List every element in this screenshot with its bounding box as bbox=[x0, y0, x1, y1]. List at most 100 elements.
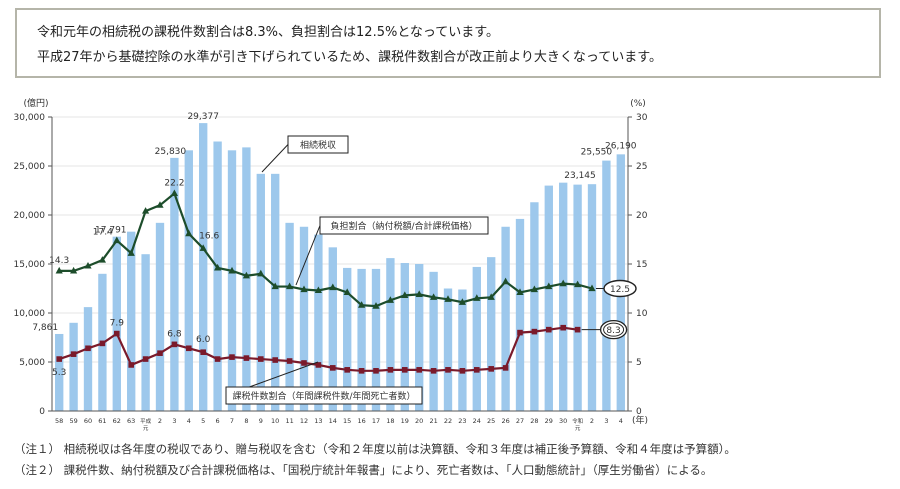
burden-ratio-point bbox=[170, 189, 178, 197]
left-tick-label: 10,000 bbox=[14, 309, 46, 319]
burden-latest-badge bbox=[603, 279, 637, 298]
footnote-1: （注１） 相続税収は各年度の税収であり、贈与税収を含む（令和２年度以前は決算額、… bbox=[14, 442, 736, 456]
burden-ratio-point bbox=[415, 290, 423, 297]
bar-29 bbox=[544, 185, 553, 411]
bar-26 bbox=[501, 226, 510, 411]
bar-data-label: 23,145 bbox=[564, 171, 596, 181]
x-tick-label: 元 bbox=[575, 425, 581, 431]
x-tick-label: 3 bbox=[604, 417, 608, 425]
summary-note-box: 令和元年の相続税の課税件数割合は8.3%、負担割合は12.5%となっています。 … bbox=[15, 8, 881, 78]
x-tick-label: 30 bbox=[559, 417, 567, 425]
taxable-ratio-point bbox=[200, 349, 206, 355]
bar-平成元 bbox=[141, 254, 150, 411]
taxable-ratio-point bbox=[373, 368, 379, 374]
x-tick-label: 61 bbox=[98, 417, 106, 425]
taxable-ratio-point bbox=[358, 368, 365, 374]
taxable-ratio-point bbox=[142, 356, 149, 362]
burden-ratio-point bbox=[329, 283, 337, 291]
taxable-ratio-point bbox=[517, 329, 523, 336]
burden-ratio-point bbox=[98, 256, 106, 263]
taxable-ratio-point bbox=[85, 345, 91, 352]
taxable-ratio-point bbox=[258, 356, 264, 362]
bar-22 bbox=[443, 288, 453, 411]
burden-ratio-point bbox=[70, 266, 78, 274]
burden-ratio-point bbox=[314, 286, 322, 294]
footnote-2: （注２） 課税件数、納付税額及び合計課税価格は、「国税庁統計年報書」により、死亡… bbox=[14, 463, 713, 477]
taxable-ratio-point bbox=[560, 324, 566, 331]
burden-ratio-point bbox=[214, 263, 222, 271]
burden-ratio-point bbox=[199, 244, 207, 251]
burden-ratio-point bbox=[358, 301, 366, 308]
burden-ratio-point bbox=[372, 302, 380, 309]
bar-7 bbox=[227, 150, 237, 411]
burden-ratio-point bbox=[559, 279, 567, 287]
x-tick-label: 25 bbox=[487, 417, 495, 425]
taxable-ratio-point bbox=[114, 330, 120, 337]
taxable-ratio-point bbox=[286, 358, 293, 364]
bar-令和元 bbox=[573, 184, 582, 411]
bar-data-label: 25,830 bbox=[155, 147, 187, 157]
bar-9 bbox=[256, 173, 265, 411]
x-tick-label: 4 bbox=[619, 417, 623, 425]
x-tick-label: 59 bbox=[69, 417, 77, 425]
x-tick-label: 8 bbox=[244, 417, 248, 425]
taxable-ratio-point bbox=[402, 367, 408, 373]
burden-ratio-point bbox=[401, 291, 409, 298]
x-tick-label: 24 bbox=[473, 417, 481, 425]
taxable-ratio-point bbox=[445, 367, 451, 373]
x-tick-label: 20 bbox=[415, 417, 423, 425]
right-tick-label: 5 bbox=[636, 358, 642, 368]
right-tick-label: 15 bbox=[636, 260, 647, 270]
burden-ratio-point bbox=[588, 284, 596, 292]
burden-ratio-point bbox=[487, 293, 495, 300]
x-tick-label: 17 bbox=[372, 417, 380, 425]
bar-3 bbox=[170, 157, 179, 411]
taxable-data-label: 5.3 bbox=[52, 368, 66, 378]
x-tick-label: 62 bbox=[113, 417, 121, 425]
taxable-ratio-point bbox=[186, 345, 192, 352]
taxable-ratio-point bbox=[416, 367, 422, 373]
bar-24 bbox=[472, 266, 481, 411]
left-tick-label: 0 bbox=[39, 407, 45, 417]
burden-ratio-point bbox=[242, 271, 250, 279]
taxable-ratio-point bbox=[459, 368, 466, 374]
burden-ratio-point bbox=[113, 236, 121, 244]
burden-ratio-point bbox=[127, 249, 135, 256]
taxable-ratio-point bbox=[243, 355, 250, 361]
taxable-data-label: 6.0 bbox=[196, 335, 211, 345]
callout-burden-ratio-label: 負担割合（納付税額/合計課税価格） bbox=[330, 220, 477, 232]
right-axis-unit: (%) bbox=[630, 99, 646, 109]
right-tick-label: 20 bbox=[636, 211, 648, 221]
burden-ratio-point bbox=[257, 269, 265, 277]
x-tick-label: 4 bbox=[187, 417, 191, 425]
x-tick-label: 23 bbox=[458, 417, 466, 425]
burden-ratio-point bbox=[386, 296, 394, 303]
bar-20 bbox=[415, 264, 424, 411]
bar-17 bbox=[371, 268, 381, 411]
x-tick-label: 6 bbox=[216, 417, 220, 425]
bar-13 bbox=[314, 234, 323, 411]
taxable-ratio-point bbox=[56, 356, 62, 362]
x-tick-label: 平成 bbox=[140, 417, 152, 425]
bar-18 bbox=[386, 258, 395, 411]
taxable-data-label: 6.8 bbox=[167, 329, 182, 339]
right-tick-label: 25 bbox=[636, 162, 647, 172]
bar-11 bbox=[285, 222, 294, 411]
x-tick-label: 12 bbox=[300, 417, 308, 425]
burden-ratio-point bbox=[473, 294, 481, 301]
taxable-ratio-point bbox=[70, 351, 77, 357]
bar-63 bbox=[127, 231, 136, 411]
taxable-ratio-point bbox=[502, 365, 509, 371]
bar-data-label: 26,190 bbox=[605, 141, 637, 151]
callout-tax-revenue-label: 相続税収 bbox=[300, 139, 336, 151]
left-tick-label: 30,000 bbox=[14, 113, 46, 123]
burden-ratio-point bbox=[530, 285, 538, 293]
burden-ratio-point bbox=[156, 201, 164, 208]
x-tick-label: 13 bbox=[314, 417, 322, 425]
taxable-ratio-point bbox=[330, 365, 336, 371]
inheritance-tax-chart: 0 5,000 10,000 15,000 20,000 25,000 30,000 0 5 10… bbox=[14, 97, 649, 431]
burden-ratio-point bbox=[300, 285, 308, 293]
burden-ratio-line bbox=[59, 191, 593, 308]
x-tick-label: 22 bbox=[444, 417, 452, 425]
burden-ratio-point bbox=[142, 207, 150, 214]
